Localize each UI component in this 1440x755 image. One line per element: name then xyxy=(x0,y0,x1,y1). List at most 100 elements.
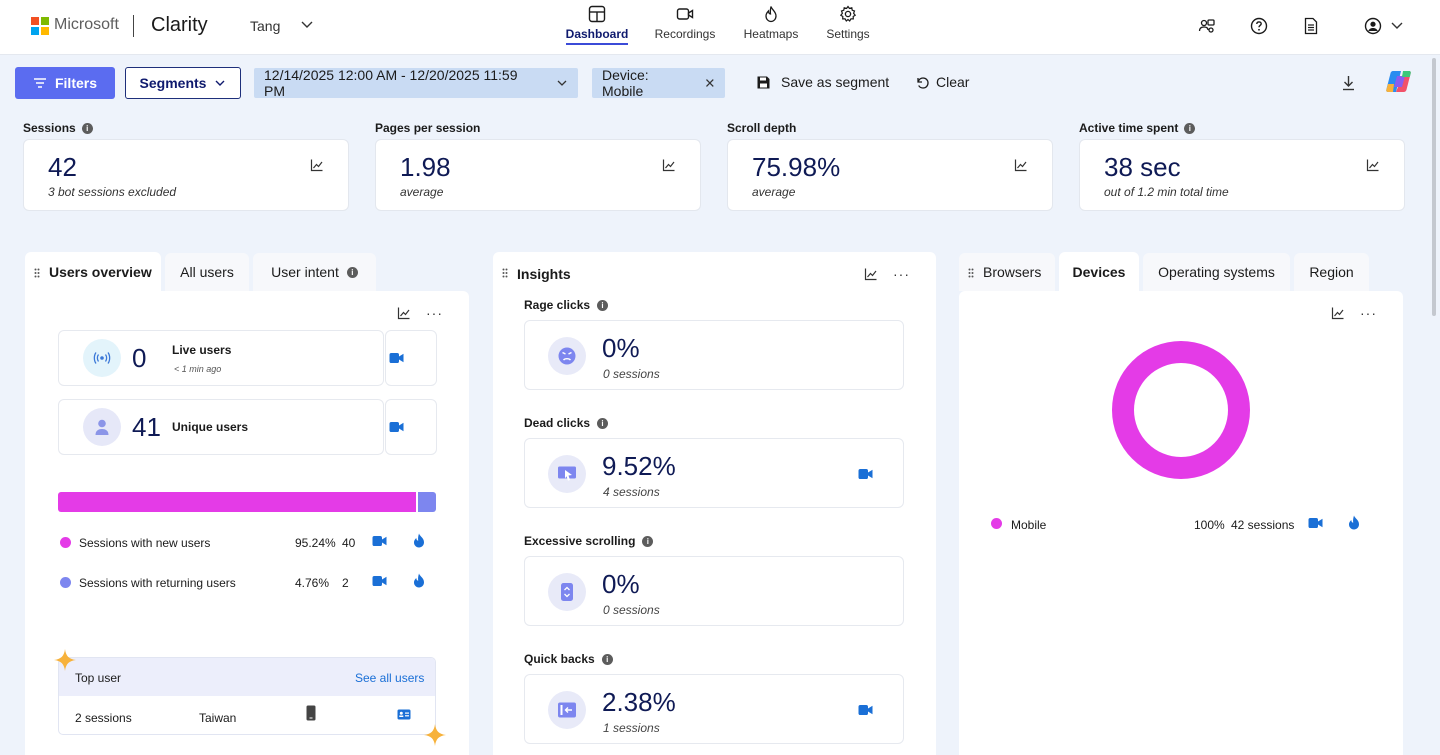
nav-recordings[interactable]: Recordings xyxy=(645,5,725,41)
video-camera-icon[interactable] xyxy=(372,575,387,587)
info-icon[interactable]: i xyxy=(81,122,93,134)
operating-systems-tab-label: Operating systems xyxy=(1158,264,1275,280)
tab-all-users[interactable]: All users xyxy=(165,253,249,291)
clear-button[interactable]: Clear xyxy=(915,74,969,90)
trend-chart-icon[interactable] xyxy=(662,158,676,172)
dead-clicks-card[interactable]: 9.52% 4 sessions xyxy=(524,438,904,508)
nav-heatmaps[interactable]: Heatmaps xyxy=(731,5,811,41)
sessions-split-bar xyxy=(58,492,436,512)
more-options-icon[interactable]: ··· xyxy=(1360,305,1377,321)
rage-clicks-card[interactable]: 0% 0 sessions xyxy=(524,320,904,390)
date-range-picker[interactable]: 12/14/2025 12:00 AM - 12/20/2025 11:59 P… xyxy=(254,67,578,99)
video-camera-icon[interactable] xyxy=(858,468,873,480)
info-icon[interactable]: i xyxy=(597,299,609,311)
close-icon[interactable] xyxy=(705,78,715,88)
video-camera-icon[interactable] xyxy=(389,421,404,433)
more-options-icon[interactable]: ··· xyxy=(893,266,910,282)
page-scrollbar[interactable] xyxy=(1432,58,1436,316)
trend-chart-icon[interactable] xyxy=(1014,158,1028,172)
legend-dot xyxy=(60,537,71,548)
tab-users-overview[interactable]: Users overview xyxy=(25,252,161,292)
info-icon[interactable]: i xyxy=(346,266,358,278)
unique-users-count: 41 xyxy=(132,412,161,442)
download-icon[interactable] xyxy=(1341,75,1356,91)
live-users-count: 0 xyxy=(132,343,147,373)
returning-users-bar-segment[interactable] xyxy=(418,492,436,512)
top-user-header xyxy=(59,658,435,696)
quick-backs-card[interactable]: 2.38% 1 sessions xyxy=(524,674,904,744)
tab-browsers[interactable]: Browsers xyxy=(959,253,1055,291)
top-user-title: Top user xyxy=(75,671,122,685)
flame-icon[interactable] xyxy=(413,573,425,588)
device-legend-sessions: 42 sessions xyxy=(1231,518,1295,532)
insight-value: 0% xyxy=(602,333,640,363)
flame-icon xyxy=(765,6,777,23)
metric-label-text: Scroll depth xyxy=(727,121,797,135)
top-navigation-bar: Microsoft Clarity Tang Dashboard Recordi… xyxy=(0,0,1440,55)
metric-label-pages-per-session: Pages per session xyxy=(375,121,480,135)
trend-chart-icon[interactable] xyxy=(310,158,324,172)
filters-button[interactable]: Filters xyxy=(15,67,115,99)
tab-region[interactable]: Region xyxy=(1294,253,1369,291)
save-disk-icon xyxy=(757,76,770,88)
video-camera-icon[interactable] xyxy=(389,352,404,364)
metric-subtext: 3 bot sessions excluded xyxy=(48,185,177,199)
help-icon[interactable] xyxy=(1250,17,1268,35)
info-icon[interactable]: i xyxy=(642,535,654,547)
metric-value: 38 sec xyxy=(1104,152,1181,182)
insights-title: Insights xyxy=(517,266,571,282)
device-legend-percent: 100% xyxy=(1194,518,1225,532)
insight-label-text: Rage clicks xyxy=(524,298,591,312)
trend-chart-icon[interactable] xyxy=(864,267,878,281)
donut-slice-mobile[interactable] xyxy=(1112,341,1250,479)
drag-handle-icon[interactable] xyxy=(502,268,508,278)
account-avatar-icon[interactable] xyxy=(1364,17,1382,35)
trend-chart-icon[interactable] xyxy=(1331,306,1345,320)
see-all-users-link[interactable]: See all users xyxy=(355,671,425,685)
video-camera-icon[interactable] xyxy=(1308,517,1323,529)
document-icon[interactable] xyxy=(1302,17,1320,35)
nav-recordings-label: Recordings xyxy=(654,27,716,41)
metric-card-pages-per-session: 1.98 average xyxy=(375,139,701,211)
metric-card-sessions: 42 3 bot sessions excluded xyxy=(23,139,349,211)
user-card-icon[interactable] xyxy=(397,709,411,720)
copilot-icon[interactable] xyxy=(1385,69,1412,94)
video-camera-icon[interactable] xyxy=(372,535,387,547)
clear-label: Clear xyxy=(936,74,970,90)
tab-user-intent[interactable]: User intent i xyxy=(253,253,376,291)
device-filter-chip[interactable]: Device: Mobile xyxy=(592,67,725,99)
metric-card-active-time: 38 sec out of 1.2 min total time xyxy=(1079,139,1405,211)
devices-tab-label: Devices xyxy=(1072,264,1126,280)
video-camera-icon[interactable] xyxy=(858,704,873,716)
excessive-scrolling-card[interactable]: 0% 0 sessions xyxy=(524,556,904,626)
metric-value: 75.98% xyxy=(752,152,841,182)
tab-operating-systems[interactable]: Operating systems xyxy=(1143,253,1290,291)
product-name[interactable]: Clarity xyxy=(151,14,208,36)
new-users-bar-segment[interactable] xyxy=(58,492,416,512)
project-selector-label[interactable]: Tang xyxy=(250,18,281,34)
flame-icon[interactable] xyxy=(1348,515,1360,530)
chevron-down-icon[interactable] xyxy=(300,18,314,32)
flame-icon[interactable] xyxy=(413,533,425,548)
trend-chart-icon[interactable] xyxy=(397,306,411,320)
devices-donut-chart xyxy=(1112,341,1250,479)
drag-handle-icon[interactable] xyxy=(34,268,40,278)
info-icon[interactable]: i xyxy=(601,653,613,665)
nav-dashboard[interactable]: Dashboard xyxy=(557,5,637,45)
user-icon xyxy=(83,408,121,446)
info-icon[interactable]: i xyxy=(597,417,609,429)
chevron-down-icon[interactable] xyxy=(1390,19,1404,33)
info-icon[interactable]: i xyxy=(1184,122,1196,134)
nav-settings[interactable]: Settings xyxy=(808,5,888,41)
nav-dashboard-label: Dashboard xyxy=(565,27,629,41)
users-overview-tab-label: Users overview xyxy=(49,264,152,280)
more-options-icon[interactable]: ··· xyxy=(426,305,443,321)
drag-handle-icon[interactable] xyxy=(968,268,974,278)
segments-dropdown[interactable]: Segments xyxy=(125,67,241,99)
tab-devices[interactable]: Devices xyxy=(1059,252,1139,292)
save-as-segment-button[interactable]: Save as segment xyxy=(756,74,889,90)
metric-value: 42 xyxy=(48,152,77,182)
broadcast-icon xyxy=(83,339,121,377)
trend-chart-icon[interactable] xyxy=(1366,158,1380,172)
share-people-icon[interactable] xyxy=(1198,17,1216,35)
